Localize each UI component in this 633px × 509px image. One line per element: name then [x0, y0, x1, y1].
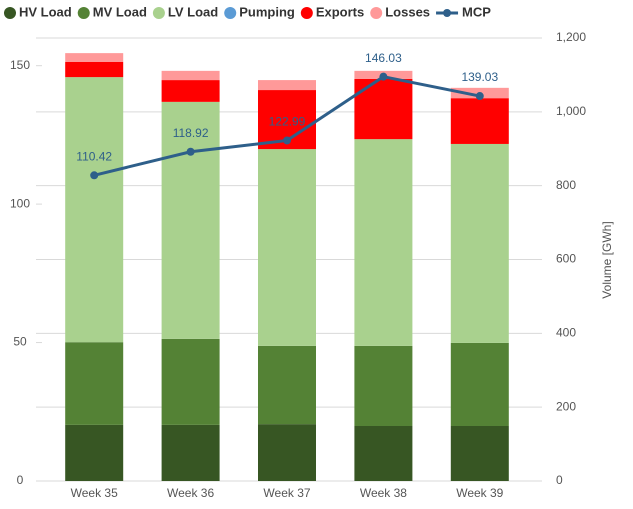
- y2-tick-label: 600: [556, 252, 576, 266]
- legend-swatch: [152, 7, 165, 19]
- legend-swatch: [4, 7, 16, 19]
- x-tick-label: Week 38: [360, 486, 407, 500]
- line-point: [475, 92, 484, 101]
- y2-axis-label: Volume [GWh]: [600, 221, 614, 298]
- line-point: [90, 171, 99, 180]
- bar-segment: [161, 101, 220, 339]
- legend-label: HV Load: [19, 4, 72, 19]
- legend-label: Losses: [385, 4, 430, 19]
- x-tick-label: Week 39: [456, 486, 503, 500]
- bar-segment: [65, 342, 124, 425]
- legend-swatch: [77, 7, 90, 19]
- bar-segment: [450, 98, 509, 144]
- bar-segment: [161, 80, 220, 102]
- bar-segment: [258, 345, 316, 425]
- bar-segment: [258, 424, 316, 481]
- x-tick-label: Week 35: [71, 486, 118, 500]
- legend-swatch: [224, 7, 237, 19]
- line-point: [283, 136, 291, 145]
- y-tick-label: 100: [10, 196, 30, 210]
- bar-segment: [258, 149, 316, 346]
- data-label: 118.92: [173, 126, 209, 140]
- bar-segment: [354, 139, 413, 346]
- x-tick-label: Week 37: [263, 486, 310, 500]
- data-label: 146.03: [365, 51, 402, 65]
- y-tick-label: 0: [17, 473, 24, 487]
- data-label: 110.42: [76, 149, 112, 163]
- bar-segment: [450, 143, 509, 343]
- legend-swatch: [443, 9, 452, 17]
- bar-segment: [65, 53, 124, 62]
- line-point: [379, 72, 388, 81]
- legend-label: Pumping: [239, 4, 295, 19]
- y2-tick-label: 800: [556, 178, 576, 192]
- line-point: [186, 147, 195, 156]
- bar-segment: [65, 61, 124, 78]
- bar-segment: [161, 424, 220, 481]
- legend-label: Exports: [316, 4, 364, 19]
- y2-tick-label: 400: [556, 326, 576, 340]
- bar-segment: [161, 338, 220, 425]
- legend-label: MCP: [462, 4, 491, 19]
- bar-segment: [161, 70, 220, 81]
- legend-swatch: [370, 7, 383, 19]
- data-label: 139.03: [461, 70, 498, 84]
- legend-label: LV Load: [168, 4, 218, 19]
- x-tick-label: Week 36: [167, 486, 214, 500]
- bar-segment: [450, 425, 509, 481]
- bar-segment: [354, 425, 413, 481]
- data-label: 122.99: [269, 115, 306, 129]
- y2-tick-label: 1,200: [556, 30, 586, 44]
- legend-label: MV Load: [93, 4, 147, 19]
- y-tick-label: 50: [13, 335, 27, 349]
- bar-segment: [65, 77, 124, 343]
- bar-segment: [65, 424, 124, 481]
- y-tick-label: 150: [10, 58, 30, 72]
- bar-segment: [354, 345, 413, 426]
- legend-swatch: [300, 7, 313, 19]
- y2-tick-label: 1,000: [556, 104, 586, 118]
- bar-segment: [258, 80, 316, 91]
- bar-segment: [354, 78, 413, 140]
- bar-segment: [450, 342, 509, 426]
- y2-tick-label: 200: [556, 399, 576, 413]
- y2-tick-label: 0: [556, 473, 563, 487]
